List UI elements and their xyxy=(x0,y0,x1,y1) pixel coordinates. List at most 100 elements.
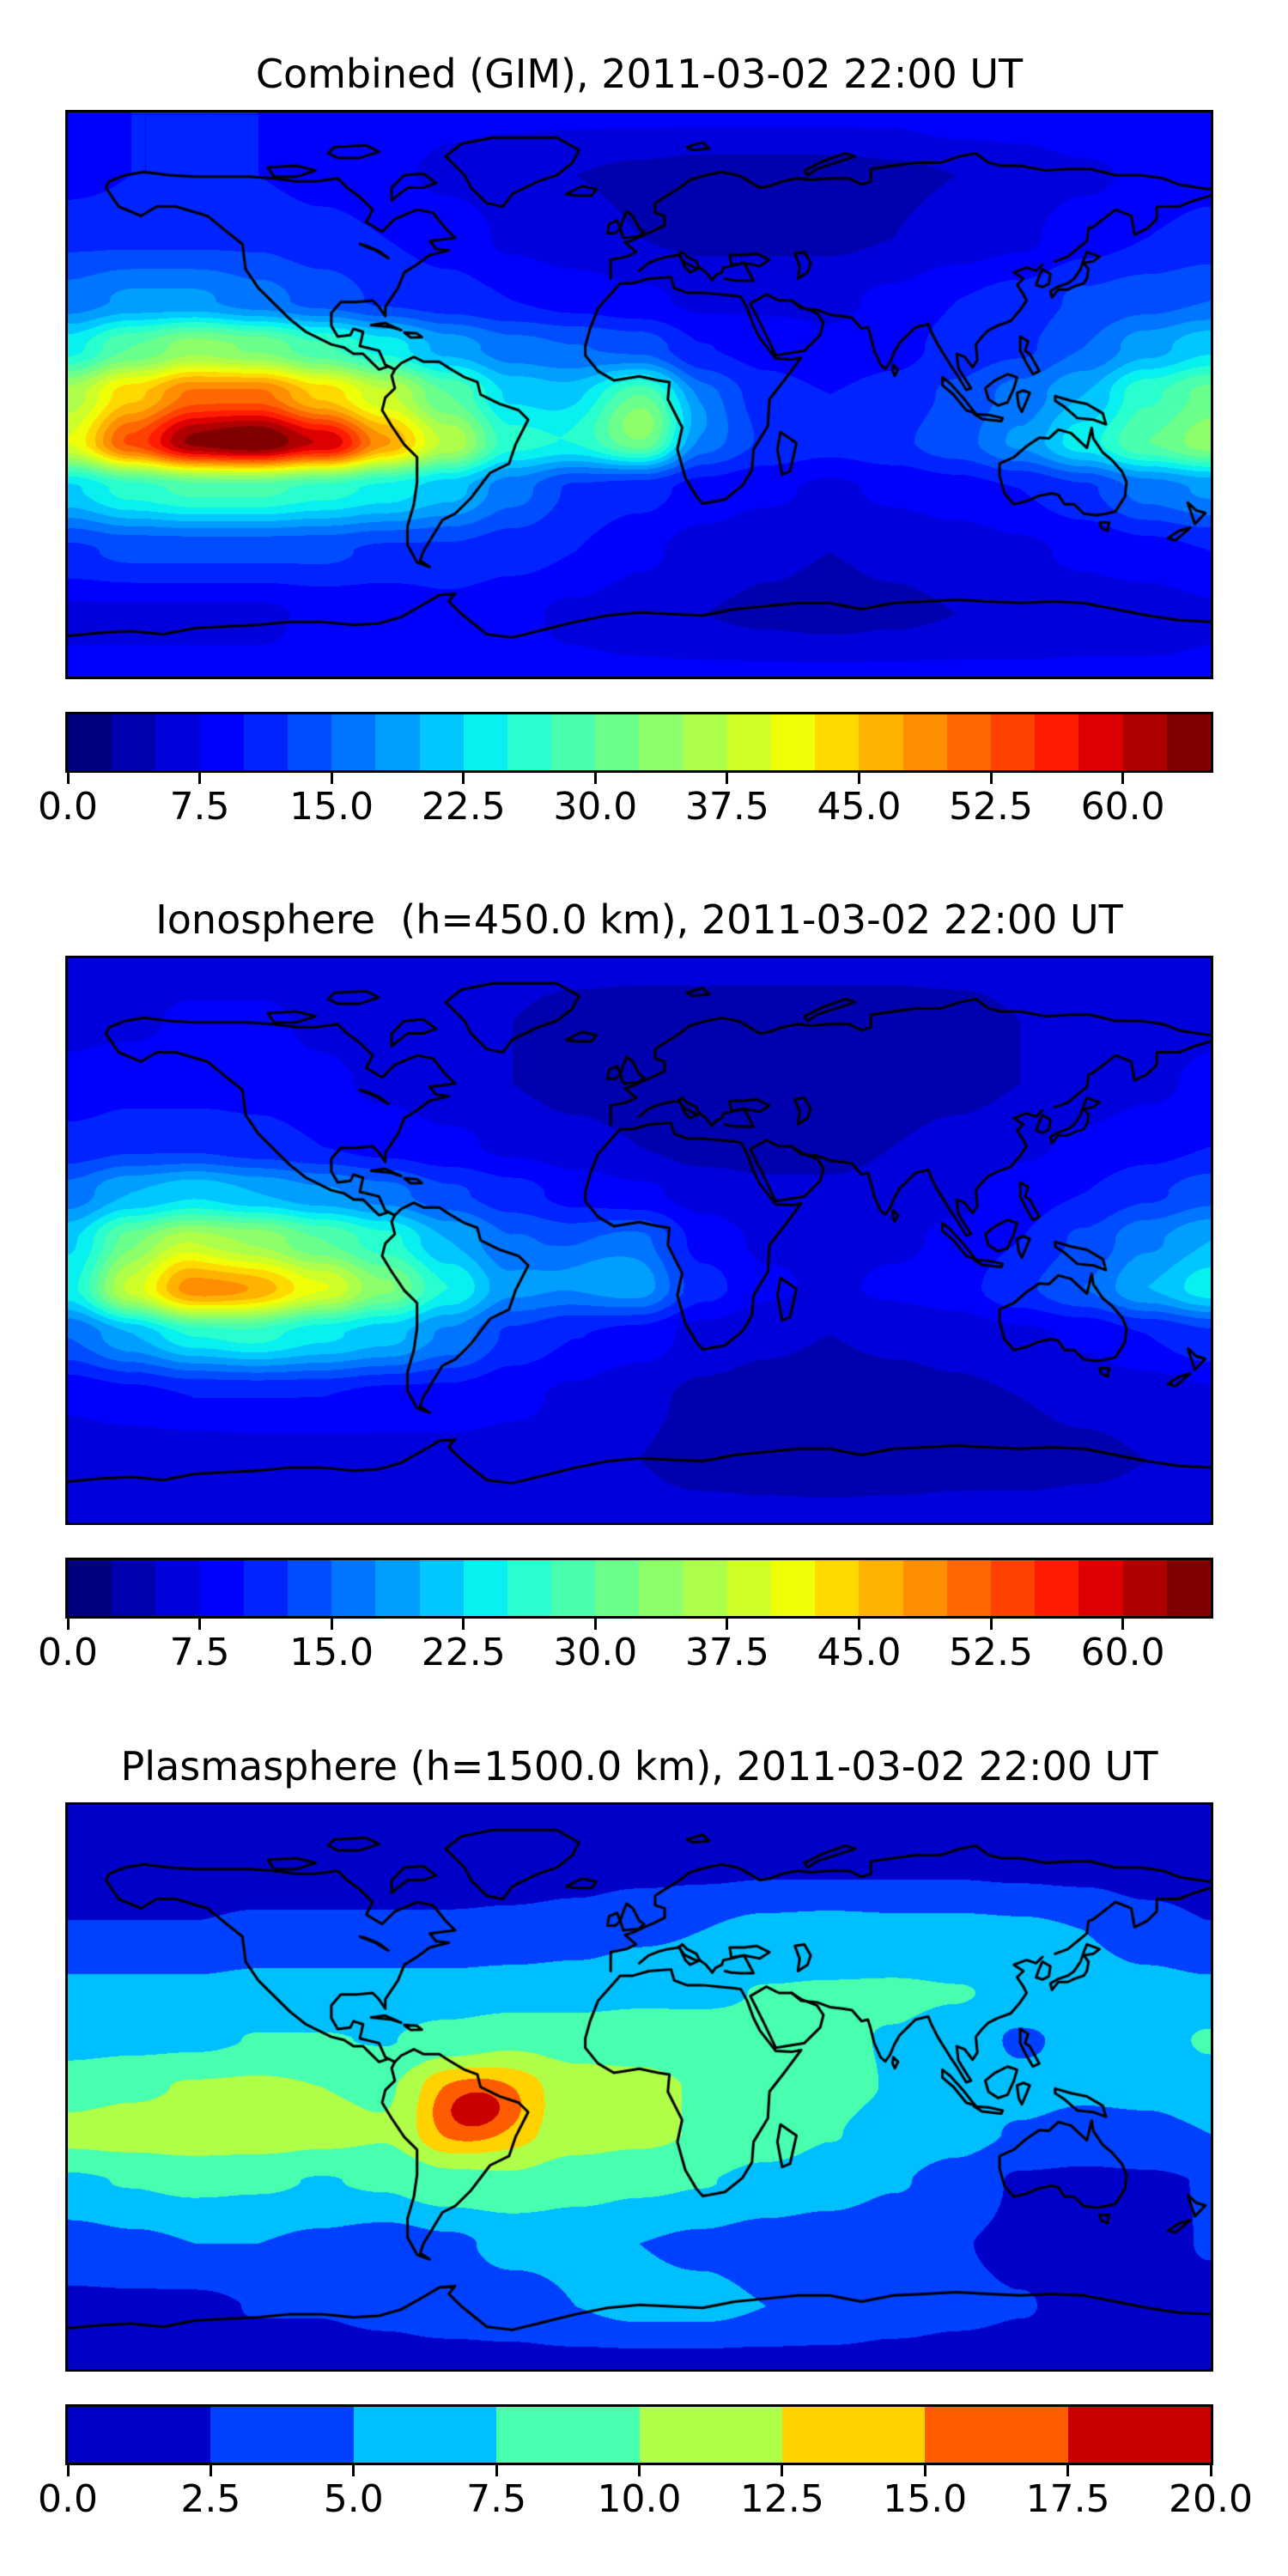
colorbar-segment xyxy=(815,714,860,770)
panel-ionosphere: Ionosphere (h=450.0 km), 2011-03-02 22:0… xyxy=(0,846,1288,1692)
colorbar-tick-label: 5.0 xyxy=(323,2477,384,2521)
colorbar-segment xyxy=(595,1560,640,1616)
colorbar-segment xyxy=(1122,714,1167,770)
colorbar-tick-label: 37.5 xyxy=(684,1631,769,1674)
colorbar-segment xyxy=(902,714,947,770)
colorbar-segment xyxy=(243,1560,288,1616)
colorbar-segment xyxy=(331,714,376,770)
colorbar-tick xyxy=(495,2465,498,2476)
colorbar-segment xyxy=(112,714,156,770)
colorbar-tick xyxy=(923,2465,927,2476)
colorbar-tick-label: 20.0 xyxy=(1169,2477,1253,2521)
colorbar-segment xyxy=(781,2407,926,2463)
colorbar-segment xyxy=(507,714,552,770)
colorbar-tick-label: 22.5 xyxy=(421,1631,506,1674)
colorbar-segment xyxy=(990,714,1036,770)
colorbar-tick-label: 22.5 xyxy=(421,785,506,829)
colorbar-tick xyxy=(593,773,597,784)
colorbar-segment xyxy=(1035,1560,1079,1616)
colorbar-segment xyxy=(419,1560,464,1616)
colorbar-tick-label: 17.5 xyxy=(1025,2477,1110,2521)
colorbar-segment xyxy=(155,714,200,770)
colorbar xyxy=(65,2404,1213,2465)
colorbar-segment xyxy=(112,1560,156,1616)
colorbar-segment xyxy=(287,1560,332,1616)
colorbar-tick-label: 45.0 xyxy=(817,1631,902,1674)
colorbar-tick-label: 2.5 xyxy=(180,2477,241,2521)
map-plot xyxy=(65,1802,1213,2372)
colorbar-tick-label: 0.0 xyxy=(38,1631,98,1674)
colorbar-tick-label: 60.0 xyxy=(1080,1631,1165,1674)
panel-title: Ionosphere (h=450.0 km), 2011-03-02 22:0… xyxy=(155,896,1123,943)
colorbar-segment xyxy=(551,714,596,770)
colorbar xyxy=(65,712,1213,773)
colorbar-segment xyxy=(210,2407,354,2463)
colorbar-segment xyxy=(815,1560,860,1616)
colorbar-tick-label: 37.5 xyxy=(684,785,769,829)
colorbar-tick xyxy=(66,773,70,784)
colorbar-segment xyxy=(925,2407,1068,2463)
colorbar-tick-label: 52.5 xyxy=(949,785,1034,829)
colorbar xyxy=(65,1558,1213,1619)
colorbar-tick-label: 0.0 xyxy=(38,2477,98,2521)
colorbar-segment xyxy=(726,714,771,770)
colorbar-tick xyxy=(1121,1619,1125,1630)
colorbar-segment xyxy=(1122,1560,1167,1616)
colorbar-segment xyxy=(463,1560,507,1616)
colorbar-tick-label: 7.5 xyxy=(169,1631,230,1674)
colorbar-tick-label: 45.0 xyxy=(817,785,902,829)
colorbar-tick-label: 15.0 xyxy=(883,2477,968,2521)
colorbar-segment xyxy=(1067,2407,1211,2463)
colorbar-tick xyxy=(726,1619,729,1630)
colorbar-labels: 0.0 7.5 15.0 22.5 30.0 37.5 45.0 52.5 60.0 xyxy=(38,1631,1211,1679)
colorbar-ticks xyxy=(66,773,1211,785)
colorbar-segment xyxy=(68,714,112,770)
colorbar-segment xyxy=(683,1560,727,1616)
colorbar-segment xyxy=(68,2407,211,2463)
colorbar-tick-label: 0.0 xyxy=(38,785,98,829)
world-tec-map-canvas xyxy=(68,112,1211,677)
colorbar-tick xyxy=(462,773,465,784)
colorbar-tick xyxy=(209,2465,212,2476)
map-plot xyxy=(65,956,1213,1525)
colorbar-segment xyxy=(595,714,640,770)
colorbar-segment xyxy=(726,1560,771,1616)
colorbar-segment xyxy=(331,1560,376,1616)
colorbar-segment xyxy=(1166,1560,1211,1616)
colorbar-tick xyxy=(1209,2465,1212,2476)
colorbar-segment xyxy=(507,1560,552,1616)
colorbar-tick xyxy=(330,773,333,784)
colorbar-segment xyxy=(353,2407,497,2463)
colorbar-tick xyxy=(1066,2465,1070,2476)
colorbar-tick xyxy=(857,1619,860,1630)
colorbar-segment xyxy=(902,1560,947,1616)
colorbar-tick xyxy=(198,1619,202,1630)
world-tec-map-canvas xyxy=(68,1805,1211,2369)
colorbar-segment xyxy=(946,1560,991,1616)
colorbar-tick xyxy=(593,1619,597,1630)
colorbar-segment xyxy=(946,714,991,770)
colorbar-tick xyxy=(462,1619,465,1630)
colorbar-labels: 0.0 7.5 15.0 22.5 30.0 37.5 45.0 52.5 60.0 xyxy=(38,785,1211,833)
colorbar-segment xyxy=(68,1560,112,1616)
colorbar-segment xyxy=(771,714,816,770)
world-tec-map-canvas xyxy=(68,958,1211,1522)
colorbar-segment xyxy=(639,1560,683,1616)
colorbar-tick xyxy=(66,2465,70,2476)
colorbar-segment xyxy=(1166,714,1211,770)
colorbar-segment xyxy=(1035,714,1079,770)
colorbar-segment xyxy=(463,714,507,770)
panel-title: Combined (GIM), 2011-03-02 22:00 UT xyxy=(255,51,1024,97)
colorbar-labels: 0.0 2.5 5.0 7.5 10.0 12.5 15.0 17.5 20.0 xyxy=(38,2477,1253,2525)
colorbar-segment xyxy=(155,1560,200,1616)
colorbar-tick xyxy=(989,1619,993,1630)
colorbar-segment xyxy=(375,1560,420,1616)
colorbar-segment xyxy=(1078,1560,1123,1616)
colorbar-segment xyxy=(199,714,244,770)
colorbar-segment xyxy=(243,714,288,770)
colorbar-segment xyxy=(496,2407,640,2463)
colorbar-segment xyxy=(1078,714,1123,770)
colorbar-tick xyxy=(638,2465,641,2476)
colorbar-segment xyxy=(287,714,332,770)
